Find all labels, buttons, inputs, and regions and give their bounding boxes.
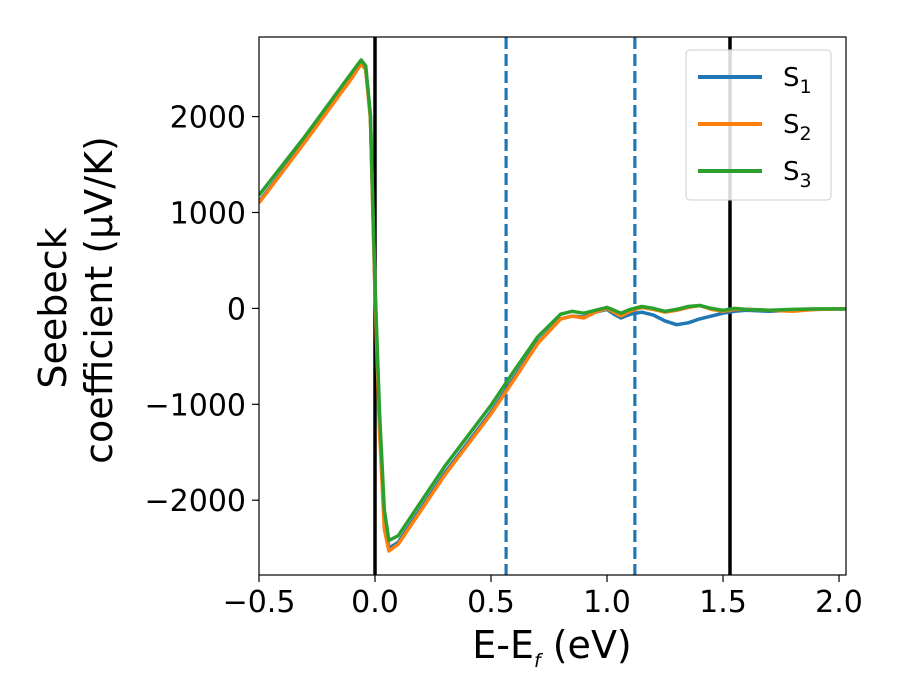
y-axis-label-line1: Seebeck [31, 227, 75, 388]
x-tick-label: 0.0 [351, 585, 399, 620]
legend-label-1: S1 [783, 63, 812, 98]
legend-label-3: S3 [783, 157, 812, 192]
plot-frame [258, 36, 847, 576]
x-tick-label: −0.5 [223, 585, 296, 620]
y-tick-label: −1000 [145, 388, 246, 423]
y-tick-label: 2000 [170, 101, 246, 136]
y-axis: −2000 −1000 0 1000 2000 [145, 101, 259, 519]
y-tick-label: −2000 [145, 484, 246, 519]
x-axis-label: E-Ef (eV) [472, 623, 632, 672]
y-tick-label: 0 [227, 292, 246, 327]
x-tick-label: 2.0 [815, 585, 863, 620]
reference-lines [373, 37, 732, 575]
series-lines [259, 58, 846, 553]
y-axis-label: Seebeck coefficient (μV/K) [31, 136, 121, 464]
x-tick-label: 0.5 [467, 585, 515, 620]
y-axis-label-line2: coefficient (μV/K) [77, 136, 121, 464]
series-line-3 [259, 58, 846, 543]
legend-label-2: S2 [783, 110, 812, 145]
y-tick-label: 1000 [170, 196, 246, 231]
x-axis: −0.5 0.0 0.5 1.0 1.5 2.0 [223, 575, 863, 620]
legend: S1 S2 S3 [685, 49, 832, 201]
x-tick-label: 1.5 [699, 585, 747, 620]
x-tick-label: 1.0 [583, 585, 631, 620]
